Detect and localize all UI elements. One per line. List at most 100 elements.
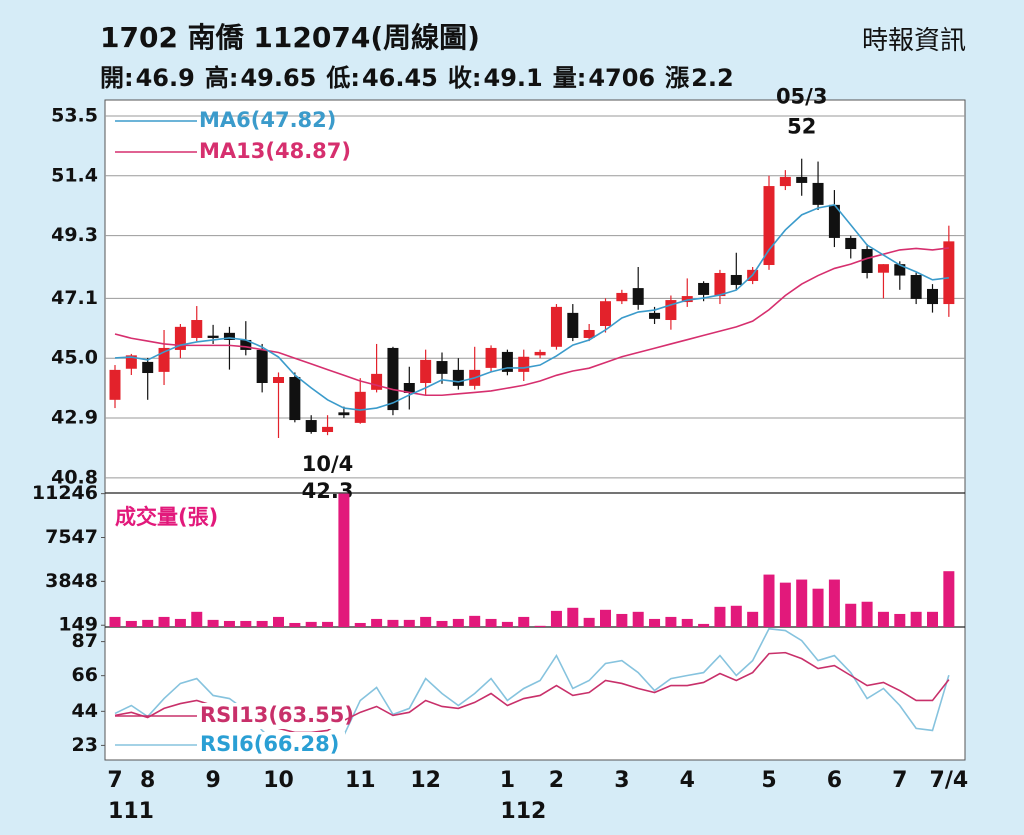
volume-bar bbox=[387, 619, 399, 627]
y-tick-label: 49.3 bbox=[51, 224, 98, 246]
candle-body bbox=[191, 320, 203, 338]
volume-bar bbox=[583, 617, 595, 627]
volume-bar bbox=[452, 618, 464, 627]
y-tick-label: 42.9 bbox=[51, 407, 98, 429]
candle-body bbox=[681, 296, 693, 303]
panel-title: 成交量(張) bbox=[115, 505, 218, 529]
y-tick-label: 44 bbox=[72, 700, 98, 722]
volume-bar bbox=[943, 571, 955, 627]
volume-bar bbox=[158, 616, 170, 627]
volume-bar bbox=[681, 618, 693, 627]
y-tick-label: 149 bbox=[58, 614, 98, 636]
x-tick-label: 9 bbox=[205, 768, 220, 793]
y-tick-label: 47.1 bbox=[51, 287, 98, 309]
volume-bar bbox=[338, 493, 350, 627]
summary-value: 49.65 bbox=[240, 64, 317, 92]
chart-title: 1702 南僑 112074(周線圖) bbox=[100, 21, 480, 54]
summary-label: 漲 bbox=[665, 64, 690, 92]
volume-bar bbox=[550, 610, 562, 627]
summary-value: 2.2 bbox=[691, 64, 734, 92]
volume-bar bbox=[273, 616, 284, 627]
volume-bar bbox=[861, 601, 873, 627]
y-tick-label: 45.0 bbox=[51, 347, 98, 369]
candle-body bbox=[125, 355, 137, 369]
legend-label: RSI6(66.28) bbox=[200, 732, 339, 756]
volume-bar bbox=[828, 579, 840, 627]
candle-body bbox=[485, 347, 497, 368]
candle-body bbox=[665, 300, 677, 321]
y-tick-label: 7547 bbox=[45, 526, 98, 548]
series-line bbox=[114, 247, 949, 397]
candle-body bbox=[567, 312, 579, 338]
volume-bar bbox=[207, 619, 219, 627]
summary-label: 低: bbox=[326, 64, 360, 92]
candle-body bbox=[796, 176, 808, 183]
volume-bar bbox=[632, 611, 644, 627]
x-tick-label: 1 bbox=[500, 768, 515, 793]
candle-body bbox=[109, 369, 121, 400]
annotation-value: 52 bbox=[787, 115, 816, 139]
x-tick-label: 2 bbox=[549, 768, 564, 793]
x-tick-label: 6 bbox=[827, 768, 842, 793]
summary-value: 49.1 bbox=[483, 64, 543, 92]
volume-bar bbox=[518, 616, 530, 627]
volume-bar bbox=[109, 616, 121, 627]
summary-label: 開: bbox=[100, 64, 134, 92]
x-tick-label: 5 bbox=[761, 768, 776, 793]
candle-body bbox=[763, 186, 775, 266]
volume-bar bbox=[403, 619, 415, 627]
volume-bar bbox=[256, 620, 268, 627]
candle-body bbox=[616, 292, 628, 302]
volume-bar bbox=[322, 621, 334, 627]
legend-label: MA13(48.87) bbox=[199, 139, 351, 163]
candle-body bbox=[142, 361, 154, 374]
volume-bar bbox=[845, 603, 857, 627]
candle-body bbox=[649, 312, 661, 319]
y-tick-label: 53.5 bbox=[51, 104, 98, 126]
volume-bar bbox=[567, 607, 579, 627]
candle-body bbox=[289, 377, 301, 421]
volume-bar bbox=[730, 605, 742, 627]
y-tick-label: 66 bbox=[72, 664, 98, 686]
candle-body bbox=[877, 264, 889, 273]
candle-body bbox=[943, 241, 955, 305]
x-tick-label: 12 bbox=[410, 768, 441, 793]
volume-bar bbox=[223, 620, 235, 627]
candle-body bbox=[600, 301, 611, 326]
volume-bar bbox=[649, 618, 661, 627]
y-tick-label: 23 bbox=[72, 734, 98, 756]
legend-background bbox=[199, 732, 345, 758]
volume-bar bbox=[289, 622, 301, 627]
candle-body bbox=[273, 377, 284, 383]
candle-body bbox=[501, 351, 513, 372]
candle-body bbox=[436, 361, 448, 374]
volume-bar bbox=[420, 616, 432, 627]
candle-body bbox=[305, 420, 317, 433]
x-tick-label: 7 bbox=[107, 768, 122, 793]
x-tick-label: 7 bbox=[892, 768, 907, 793]
candle-body bbox=[518, 356, 530, 372]
y-tick-label: 3848 bbox=[45, 570, 98, 592]
candle-body bbox=[779, 176, 791, 187]
source: 時報資訊 bbox=[861, 26, 966, 56]
candle-body bbox=[174, 326, 186, 350]
candle-body bbox=[632, 288, 644, 305]
x-tick-label: 3 bbox=[614, 768, 629, 793]
volume-bar bbox=[665, 616, 677, 627]
y-tick-label: 11246 bbox=[32, 482, 98, 504]
summary-label: 收: bbox=[447, 64, 482, 92]
volume-bar bbox=[125, 620, 137, 627]
volume-bar bbox=[927, 611, 938, 627]
candle-body bbox=[550, 306, 562, 347]
candle-body bbox=[845, 237, 857, 250]
volume-bar bbox=[371, 618, 383, 627]
candle-body bbox=[698, 282, 710, 295]
summary-value: 4706 bbox=[588, 64, 656, 92]
volume-bar bbox=[191, 611, 203, 627]
summary-label: 量: bbox=[552, 64, 587, 92]
volume-bar bbox=[616, 613, 628, 627]
volume-bar bbox=[747, 611, 759, 627]
